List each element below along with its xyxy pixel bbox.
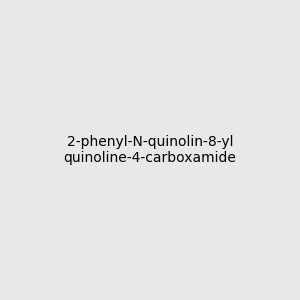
Text: 2-phenyl-N-quinolin-8-yl
quinoline-4-carboxamide: 2-phenyl-N-quinolin-8-yl quinoline-4-car… [64, 135, 236, 165]
